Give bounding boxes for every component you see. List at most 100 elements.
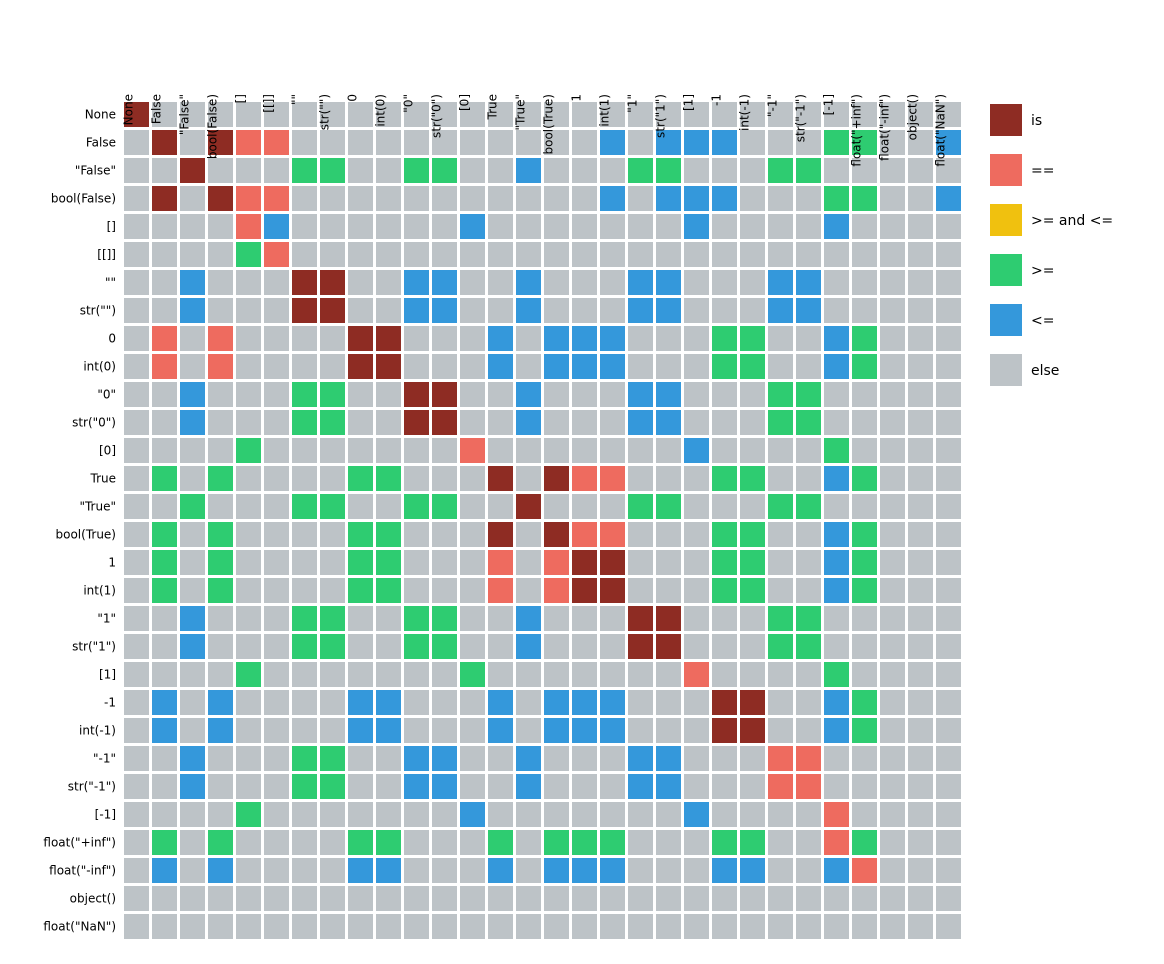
heatmap-cell: [180, 326, 205, 351]
column-label: object(): [906, 94, 920, 140]
heatmap-cell: [404, 914, 429, 939]
heatmap-cell: [936, 522, 961, 547]
heatmap-cell: [768, 634, 793, 659]
heatmap-cell: [488, 718, 513, 743]
heatmap-cell: [460, 326, 485, 351]
heatmap-cell: [404, 830, 429, 855]
heatmap-cell: [852, 494, 877, 519]
heatmap-cell: [236, 746, 261, 771]
heatmap-cell: [264, 214, 289, 239]
heatmap-cell: [516, 606, 541, 631]
heatmap-cell: [320, 690, 345, 715]
heatmap-cell: [404, 242, 429, 267]
heatmap-cell: [628, 634, 653, 659]
legend-swatch: [990, 204, 1022, 236]
heatmap-cell: [740, 354, 765, 379]
heatmap-cell: [740, 550, 765, 575]
heatmap-cell: [208, 550, 233, 575]
heatmap-cell: [712, 326, 737, 351]
heatmap-cell: [880, 634, 905, 659]
heatmap-cell: [152, 662, 177, 687]
heatmap-cell: [348, 662, 373, 687]
heatmap-cell: [908, 354, 933, 379]
heatmap-cell: [348, 214, 373, 239]
heatmap-cell: [880, 326, 905, 351]
heatmap-cell: [348, 466, 373, 491]
heatmap-cell: [516, 326, 541, 351]
heatmap-cell: [628, 578, 653, 603]
column-label: "": [290, 94, 304, 105]
heatmap-cell: [740, 298, 765, 323]
heatmap-cell: [628, 130, 653, 155]
heatmap-cell: [404, 382, 429, 407]
heatmap-cell: [404, 718, 429, 743]
heatmap-cell: [152, 438, 177, 463]
heatmap-cell: [236, 298, 261, 323]
heatmap-cell: [404, 662, 429, 687]
heatmap-cell: [124, 214, 149, 239]
heatmap-cell: [460, 522, 485, 547]
heatmap-cell: [908, 886, 933, 911]
heatmap-cell: [740, 270, 765, 295]
heatmap-cell: [572, 802, 597, 827]
heatmap-cell: [292, 298, 317, 323]
heatmap-cell: [796, 690, 821, 715]
heatmap-cell: [824, 214, 849, 239]
heatmap-cell: [852, 662, 877, 687]
heatmap-cell: [516, 270, 541, 295]
heatmap-cell: [460, 410, 485, 435]
heatmap-cell: [348, 690, 373, 715]
heatmap-cell: [908, 410, 933, 435]
heatmap-cell: [880, 830, 905, 855]
heatmap-cell: [208, 438, 233, 463]
heatmap-cell: [460, 662, 485, 687]
row-label: object(): [70, 892, 116, 906]
heatmap-cell: [600, 522, 625, 547]
heatmap-cell: [348, 130, 373, 155]
heatmap-cell: [600, 438, 625, 463]
heatmap-cell: [208, 830, 233, 855]
heatmap-cell: [348, 550, 373, 575]
heatmap-cell: [572, 186, 597, 211]
heatmap-cell: [180, 382, 205, 407]
heatmap-cell: [572, 858, 597, 883]
heatmap-cell: [628, 466, 653, 491]
heatmap-cell: [628, 438, 653, 463]
heatmap-cell: [796, 410, 821, 435]
heatmap-cell: [824, 298, 849, 323]
legend-label: else: [1031, 363, 1059, 379]
heatmap-cell: [516, 214, 541, 239]
heatmap-cell: [124, 802, 149, 827]
heatmap-cell: [264, 802, 289, 827]
heatmap-cell: [768, 802, 793, 827]
heatmap-cell: [824, 522, 849, 547]
heatmap-cell: [264, 382, 289, 407]
heatmap-cell: [796, 326, 821, 351]
heatmap-cell: [124, 326, 149, 351]
heatmap-cell: [600, 578, 625, 603]
heatmap-cell: [376, 382, 401, 407]
heatmap-cell: [656, 270, 681, 295]
heatmap-cell: [180, 550, 205, 575]
heatmap-cell: [600, 158, 625, 183]
heatmap-cell: [712, 830, 737, 855]
legend-swatch: [990, 154, 1022, 186]
heatmap-cell: [292, 354, 317, 379]
heatmap-cell: [908, 382, 933, 407]
heatmap-cell: [684, 858, 709, 883]
heatmap-cell: [544, 242, 569, 267]
heatmap-cell: [208, 158, 233, 183]
heatmap-cell: [824, 690, 849, 715]
heatmap-cell: [712, 354, 737, 379]
heatmap-cell: [264, 606, 289, 631]
heatmap-cell: [264, 466, 289, 491]
heatmap-cell: [488, 802, 513, 827]
heatmap-cell: [656, 690, 681, 715]
heatmap-cell: [656, 718, 681, 743]
heatmap-cell: [264, 886, 289, 911]
heatmap-cell: [684, 326, 709, 351]
heatmap-cell: [264, 130, 289, 155]
heatmap-cell: [600, 298, 625, 323]
heatmap-cell: [852, 522, 877, 547]
heatmap-cell: [740, 102, 765, 127]
